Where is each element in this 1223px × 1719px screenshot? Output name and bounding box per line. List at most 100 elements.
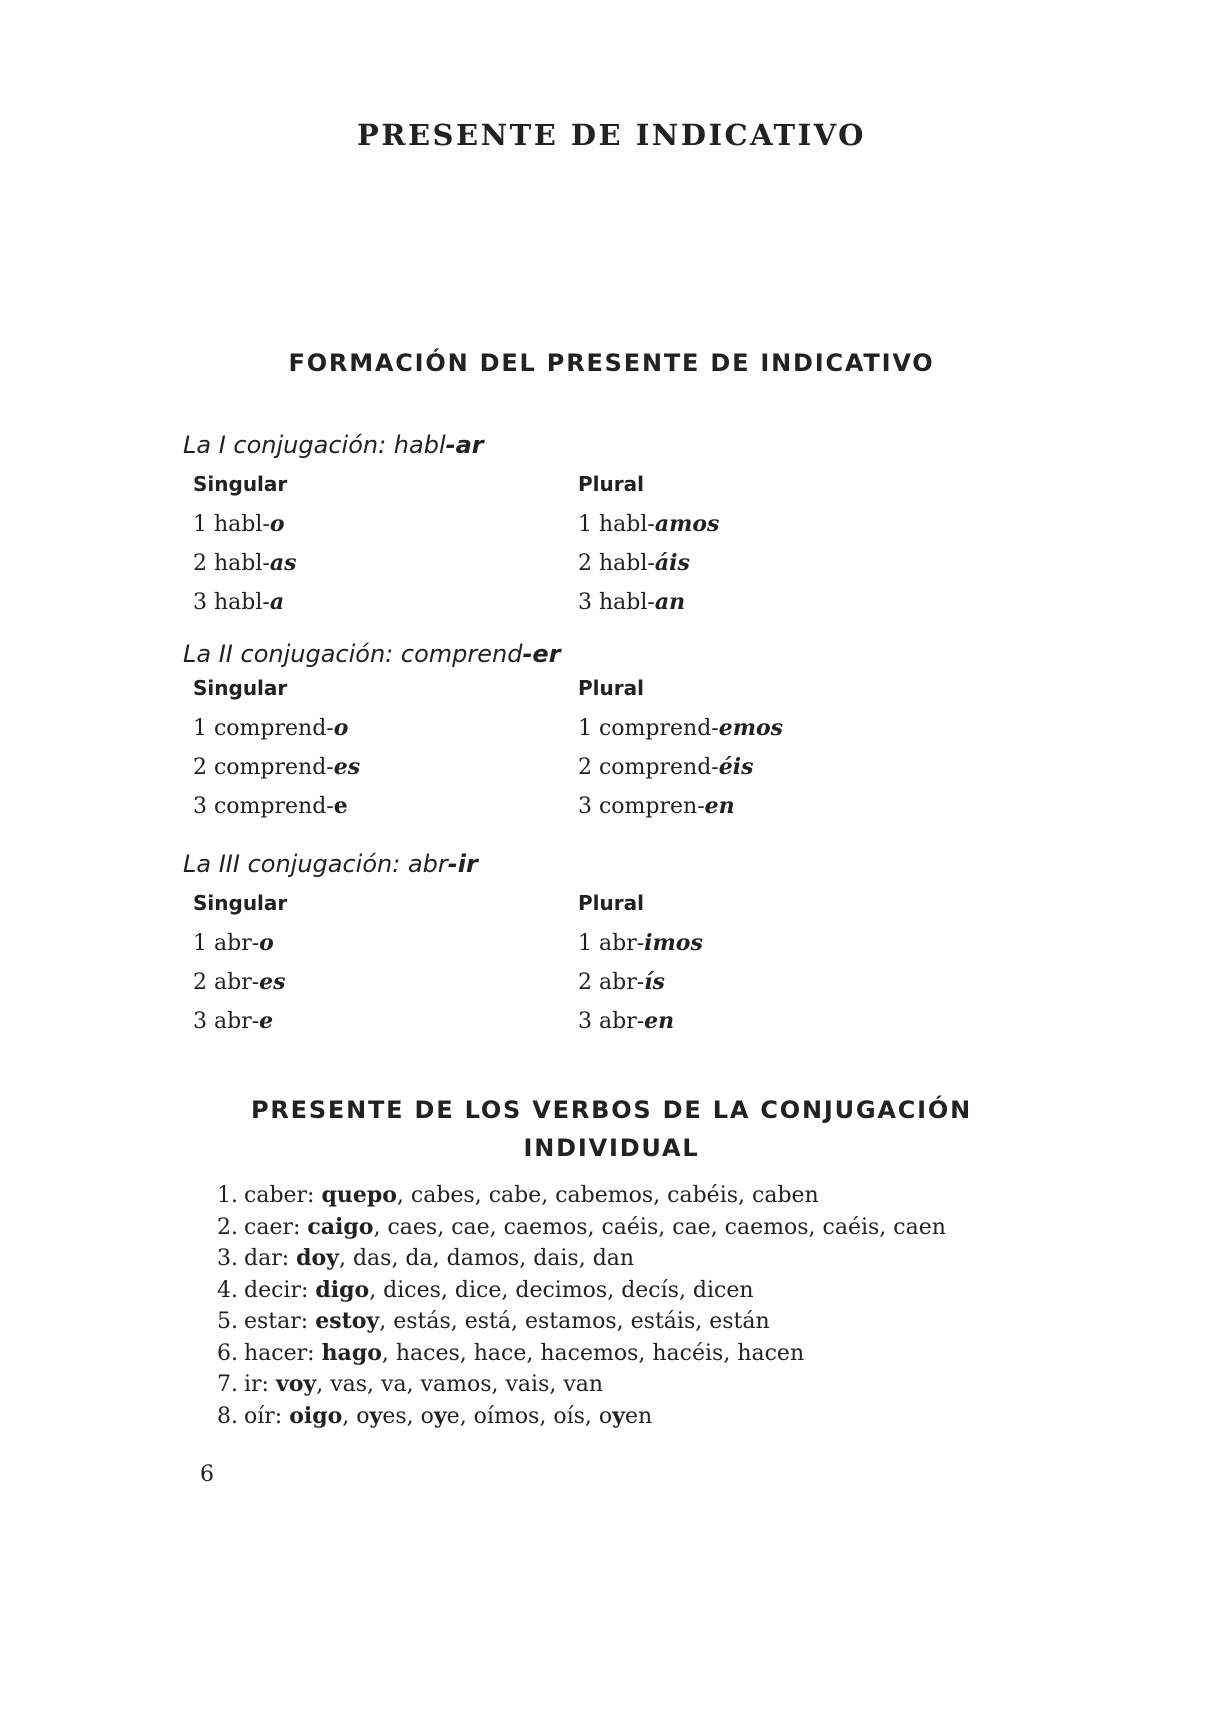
ending-text: a [269, 589, 285, 615]
stem-text: 1 habl- [193, 512, 270, 537]
stem-text: , das, da, damos, dais, dan [338, 1246, 635, 1271]
ending-text: áis [654, 550, 690, 576]
ending-text: y [433, 1402, 447, 1429]
ending-text: as [269, 550, 297, 576]
stem-text: dar: [244, 1246, 297, 1271]
plural-form-row: 1 habl-amos [578, 511, 719, 537]
stem-text: 3 habl- [578, 590, 655, 615]
plural-header: Plural [578, 891, 644, 915]
list-item: 1. caber: quepo, cabes, cabe, cabemos, ca… [212, 1180, 946, 1212]
list-number: 4. [217, 1277, 238, 1303]
stem-text: 1 habl- [578, 512, 655, 537]
plural-form-row: 1 comprend-emos [578, 715, 783, 741]
ending-text: o [269, 511, 285, 537]
singular-form-row: 3 abr-e [193, 1008, 273, 1034]
list-item: 7. ir: voy, vas, va, vamos, vais, van [212, 1369, 946, 1401]
stem-text: 3 habl- [193, 590, 270, 615]
conjugation-ending: -ar [445, 431, 484, 459]
ending-text: en [644, 1008, 675, 1034]
ending-text: oigo [289, 1402, 343, 1429]
list-item: 5. estar: estoy, estás, está, estamos, es… [212, 1306, 946, 1338]
singular-form-row: 2 abr-es [193, 969, 286, 995]
stem-text: 3 compren- [578, 794, 705, 819]
plural-form-row: 3 abr-en [578, 1008, 674, 1034]
page-title: PRESENTE DE INDICATIVO [357, 118, 866, 152]
stem-text: 2 comprend- [578, 755, 719, 780]
ending-text: estoy [315, 1308, 380, 1334]
plural-header: Plural [578, 676, 644, 700]
ending-text: voy [275, 1371, 317, 1397]
plural-form-row: 2 comprend-éis [578, 754, 753, 780]
list-item: 4. decir: digo, dices, dice, decimos, dec… [212, 1275, 946, 1307]
singular-header: Singular [193, 676, 288, 700]
ending-text: e [259, 1008, 274, 1034]
list-number: 7. [217, 1372, 238, 1397]
singular-form-row: 2 comprend-es [193, 754, 360, 780]
list-item: 6. hacer: hago, haces, hace, hacemos, hac… [212, 1338, 946, 1370]
singular-form-row: 3 habl-a [193, 589, 284, 615]
stem-text: 2 habl- [193, 551, 270, 576]
heading-line: INDIVIDUAL [523, 1134, 700, 1162]
plural-form-row: 2 habl-áis [578, 550, 690, 576]
ending-text: o [333, 715, 349, 741]
conjugation-stem: La III conjugación: abr [183, 850, 448, 878]
singular-header: Singular [193, 891, 288, 915]
list-item: 8. oír: oigo, oyes, oye, oímos, oís, oyen [212, 1401, 946, 1433]
stem-text: 1 comprend- [193, 716, 334, 741]
stem-text: e, oímos, oís, o [446, 1403, 613, 1429]
list-number: 2. [217, 1214, 238, 1240]
stem-text: 1 abr- [193, 931, 260, 956]
list-item: 2. caer: caigo, caes, cae, caemos, caéis,… [212, 1212, 946, 1244]
stem-text: estar: [244, 1309, 316, 1334]
stem-text: , o [342, 1403, 370, 1429]
plural-form-row: 3 compren-en [578, 793, 735, 819]
conjugation-label: La I conjugación: habl-ar [183, 431, 484, 459]
section-heading-verbos-individuales: PRESENTE DE LOS VERBOS DE LA CONJUGACIÓN… [0, 1091, 1223, 1167]
stem-text: , haces, hace, hacemos, hacéis, hacen [381, 1340, 805, 1366]
stem-text: 2 comprend- [193, 755, 334, 780]
ending-text: e [333, 793, 348, 819]
ending-text: emos [718, 715, 784, 741]
ending-text: o [259, 930, 274, 956]
singular-form-row: 1 abr-o [193, 930, 274, 956]
conjugation-stem: La II conjugación: comprend [183, 640, 523, 668]
ending-text: imos [644, 930, 703, 956]
stem-text: , vas, va, vamos, vais, van [316, 1372, 604, 1397]
ending-text: en [704, 793, 735, 819]
stem-text: 2 habl- [578, 551, 655, 576]
conjugation-stem: La I conjugación: habl [183, 431, 446, 459]
stem-text: caer: [244, 1214, 308, 1240]
stem-text: 2 abr- [193, 970, 260, 995]
ending-text: quepo [321, 1182, 397, 1208]
singular-form-row: 3 comprend-e [193, 793, 348, 819]
conjugation-ending: -er [522, 640, 561, 668]
conjugation-ending: -ir [447, 850, 478, 878]
ending-text: doy [296, 1245, 339, 1271]
ending-text: an [654, 589, 686, 615]
stem-text: 2 abr- [578, 970, 645, 995]
ending-text: caigo [307, 1213, 374, 1240]
ending-text: éis [718, 754, 754, 780]
stem-text: caber: [244, 1183, 322, 1208]
list-number: 5. [217, 1309, 238, 1334]
stem-text: , dices, dice, decimos, decís, dicen [369, 1277, 754, 1303]
list-item: 3. dar: doy, das, da, damos, dais, dan [212, 1243, 946, 1275]
ending-text: ís [644, 969, 665, 995]
stem-text: 3 comprend- [193, 794, 334, 819]
singular-form-row: 1 habl-o [193, 511, 285, 537]
stem-text: , estás, está, estamos, estáis, están [379, 1309, 770, 1334]
ending-text: es [333, 754, 361, 780]
stem-text: oír: [244, 1403, 290, 1429]
stem-text: , cabes, cabe, cabemos, cabéis, caben [396, 1183, 819, 1208]
list-number: 8. [217, 1403, 238, 1429]
plural-form-row: 3 habl-an [578, 589, 685, 615]
stem-text: hacer: [244, 1340, 322, 1366]
singular-form-row: 2 habl-as [193, 550, 296, 576]
singular-header: Singular [193, 472, 288, 496]
list-number: 6. [217, 1340, 238, 1366]
conjugation-label: La III conjugación: abr-ir [183, 850, 478, 878]
page-number: 6 [200, 1462, 214, 1487]
ending-text: y [369, 1402, 383, 1429]
plural-form-row: 1 abr-imos [578, 930, 703, 956]
ending-text: hago [321, 1339, 382, 1366]
